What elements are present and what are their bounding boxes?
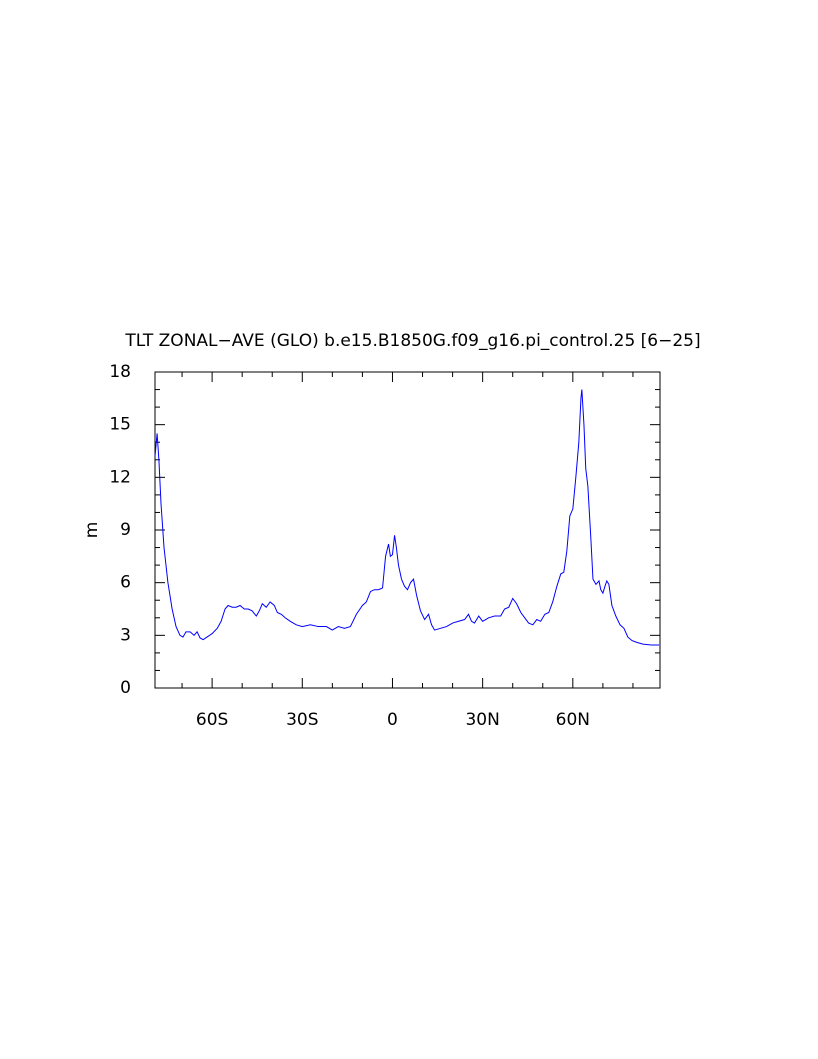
y-tick-label: 9	[120, 520, 131, 540]
y-tick-label: 15	[109, 415, 131, 435]
x-tick-label: 60N	[556, 710, 590, 730]
data-line	[154, 389, 660, 646]
x-tick-label: 0	[387, 710, 398, 730]
x-tick-label: 60S	[196, 710, 228, 730]
y-axis-label: m	[82, 522, 102, 539]
y-tick-label: 18	[109, 362, 131, 382]
y-tick-label: 3	[120, 625, 131, 645]
y-tick-label: 12	[109, 467, 131, 487]
y-tick-label: 6	[120, 573, 131, 593]
x-tick-label: 30S	[286, 710, 318, 730]
x-tick-label: 30N	[465, 710, 499, 730]
chart-title: TLT ZONAL−AVE (GLO) b.e15.B1850G.f09_g16…	[124, 331, 700, 351]
y-tick-label: 0	[120, 678, 131, 698]
